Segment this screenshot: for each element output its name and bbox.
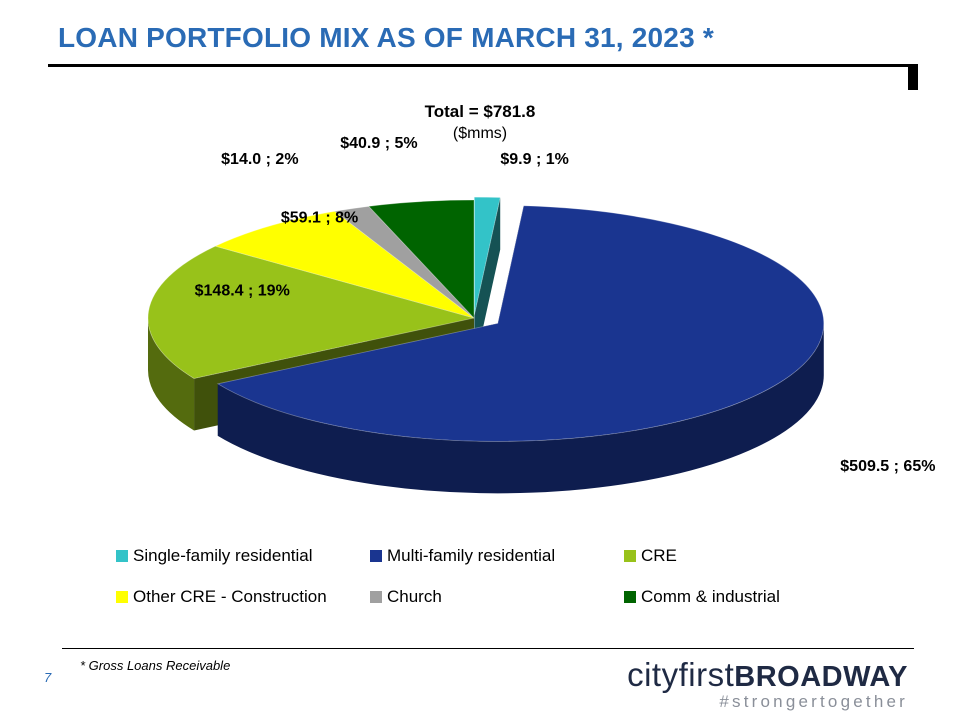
pie-data-labels: $9.9 ; 1% $509.5 ; 65% $148.4 ; 19% $59.1 ;… <box>195 135 936 475</box>
legend-item-comm-industrial: Comm & industrial <box>624 587 836 607</box>
page-title: LOAN PORTFOLIO MIX AS OF MARCH 31, 2023 … <box>58 22 714 53</box>
pie-rim-2-0 <box>148 318 195 431</box>
data-label-5: $40.9 ; 5% <box>340 135 417 152</box>
pie-slice-comm-industrial <box>367 199 475 320</box>
legend-label: Single-family residential <box>133 546 313 565</box>
pie-slices <box>147 196 825 494</box>
page-number: 7 <box>44 670 52 685</box>
title-underline <box>48 64 918 67</box>
legend-item-cre: CRE <box>624 546 836 566</box>
title-rule-tab <box>908 64 918 90</box>
pie-slice-single-family-residential <box>473 196 501 316</box>
pie-slice-church <box>333 205 475 319</box>
legend-swatch-comm-industrial <box>624 591 636 603</box>
legend-item-other-cre-construction: Other CRE - Construction <box>116 587 370 607</box>
data-label-0: $9.9 ; 1% <box>500 151 568 168</box>
pie-side-face-0-1 <box>474 197 501 368</box>
legend-label: Other CRE - Construction <box>133 587 327 606</box>
legend-label: Comm & industrial <box>641 587 780 606</box>
legend-label: CRE <box>641 546 677 565</box>
legend-swatch-other-cre <box>116 591 128 603</box>
logo-name-part1: cityfirst <box>627 656 735 693</box>
legend-item-single-family: Single-family residential <box>116 546 370 566</box>
logo-tagline: #strongertogether <box>719 692 908 711</box>
company-logo: cityfirstBROADWAY #strongertogether <box>627 656 916 712</box>
pie-slice-other-cre-construction <box>214 210 475 319</box>
legend-label: Multi-family residential <box>387 546 556 565</box>
loan-mix-pie-chart: $9.9 ; 1% $509.5 ; 65% $148.4 ; 19% $59.1 ;… <box>147 102 936 494</box>
legend-swatch-church <box>370 591 382 603</box>
logo-wordmark: cityfirstBROADWAY <box>627 656 908 694</box>
legend-swatch-multi-family <box>370 550 382 562</box>
footer-divider <box>62 648 914 649</box>
pie-slice-cre <box>147 245 475 379</box>
footnote: * Gross Loans Receivable <box>80 658 231 673</box>
chart-legend: Single-family residential Multi-family r… <box>116 546 836 628</box>
legend-item-multi-family: Multi-family residential <box>370 546 624 566</box>
chart-unit-subtitle: ($mms) <box>453 125 507 142</box>
legend-row-1: Single-family residential Multi-family r… <box>116 546 836 566</box>
data-label-2: $148.4 ; 19% <box>195 283 290 300</box>
pie-slice-multi-family-residential <box>216 205 825 442</box>
legend-swatch-single-family <box>116 550 128 562</box>
pie-rim-1-0 <box>217 323 824 494</box>
chart-total-title: Total = $781.8 <box>425 102 536 121</box>
legend-swatch-cre <box>624 550 636 562</box>
logo-name-part2: BROADWAY <box>734 661 908 693</box>
legend-row-2: Other CRE - Construction Church Comm & i… <box>116 587 836 607</box>
data-label-4: $14.0 ; 2% <box>221 151 298 168</box>
legend-label: Church <box>387 587 442 606</box>
legend-item-church: Church <box>370 587 624 607</box>
data-label-3: $59.1 ; 8% <box>281 210 358 227</box>
data-label-1: $509.5 ; 65% <box>840 458 935 475</box>
